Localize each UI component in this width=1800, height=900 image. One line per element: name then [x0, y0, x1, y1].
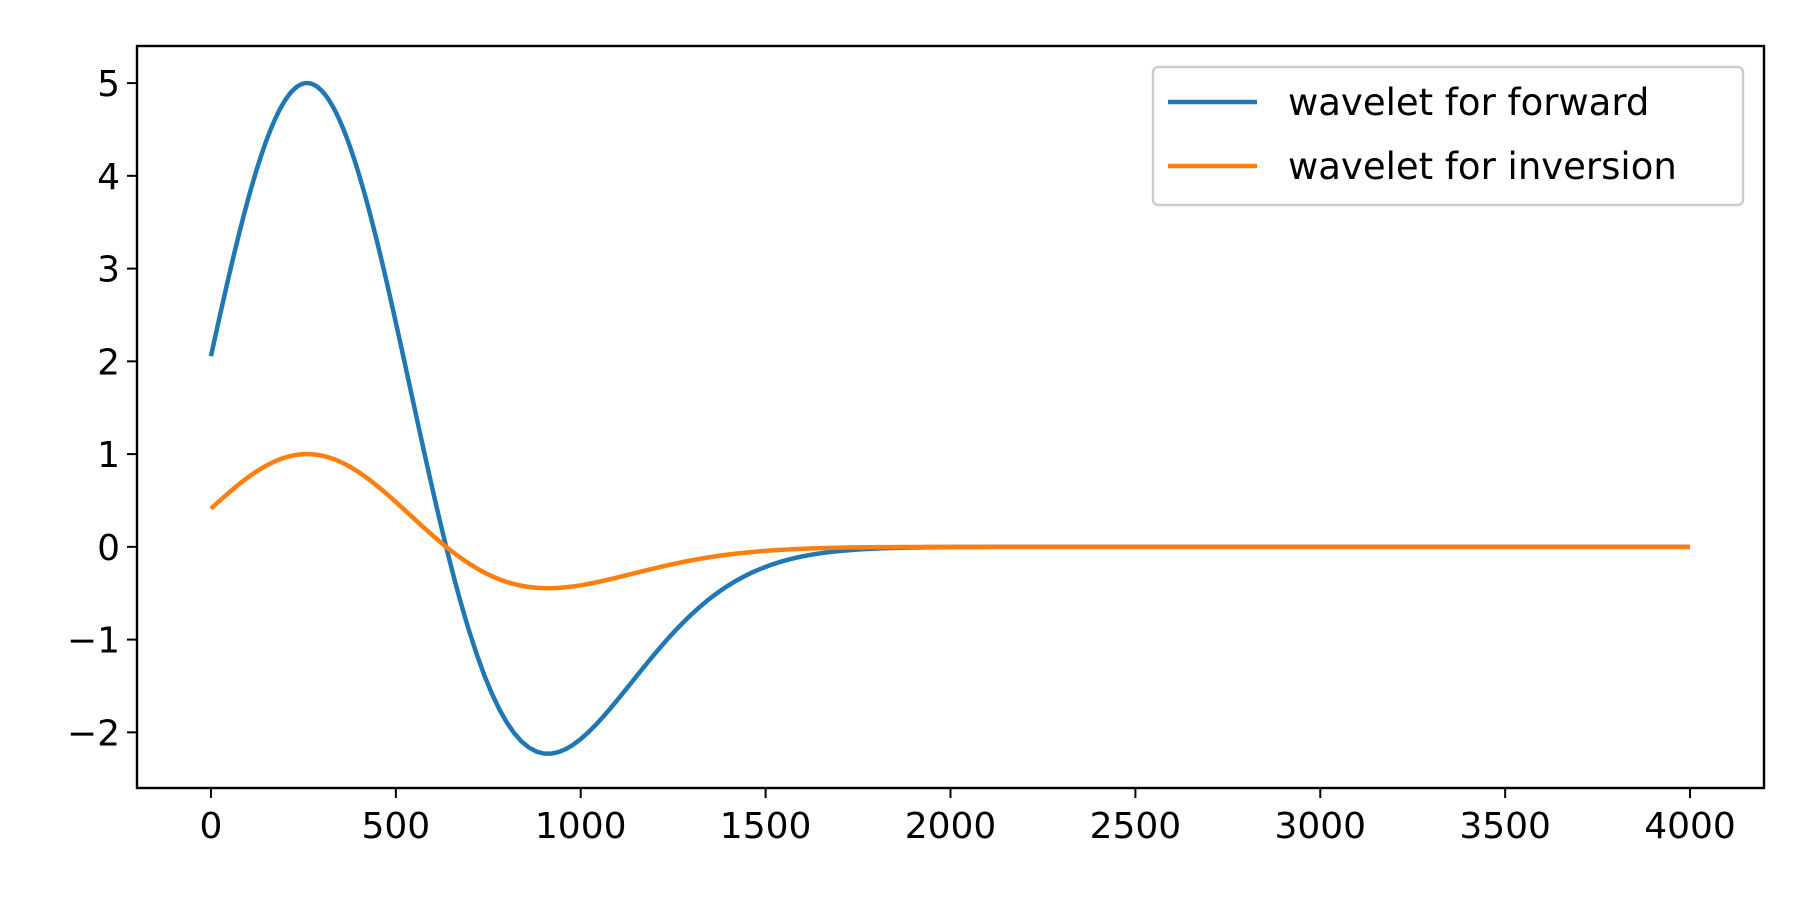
x-tick-label: 2500 [1090, 806, 1182, 847]
x-tick-label: 0 [200, 806, 223, 847]
legend-label-inversion: wavelet for inversion [1288, 145, 1677, 188]
y-tick-label: 3 [97, 250, 120, 291]
x-axis: 0 500 1000 1500 2000 2500 3000 3500 4000 [200, 788, 1736, 847]
x-tick-label: 500 [361, 806, 430, 847]
y-tick-label: 0 [97, 528, 120, 569]
y-tick-label: 2 [97, 342, 120, 383]
x-tick-label: 1000 [535, 806, 627, 847]
series-line-forward [208, 80, 1691, 756]
x-tick-label: 1500 [720, 806, 812, 847]
legend: wavelet for forward wavelet for inversio… [1151, 65, 1745, 207]
legend-box [1151, 65, 1745, 207]
x-tick-label: 3500 [1459, 806, 1551, 847]
x-tick-label: 3000 [1274, 806, 1366, 847]
x-tick-label: 4000 [1644, 806, 1736, 847]
series-line-inversion [209, 451, 1691, 591]
y-tick-label: 5 [97, 64, 120, 105]
series-lines [208, 80, 1691, 756]
y-tick-label: 4 [97, 157, 120, 198]
legend-label-forward: wavelet for forward [1288, 81, 1649, 124]
x-tick-label: 2000 [905, 806, 997, 847]
y-axis: −2 −1 0 1 2 3 4 5 [67, 64, 137, 754]
y-tick-label: −1 [67, 621, 120, 662]
y-tick-label: 1 [97, 435, 120, 476]
y-tick-label: −2 [67, 713, 120, 754]
